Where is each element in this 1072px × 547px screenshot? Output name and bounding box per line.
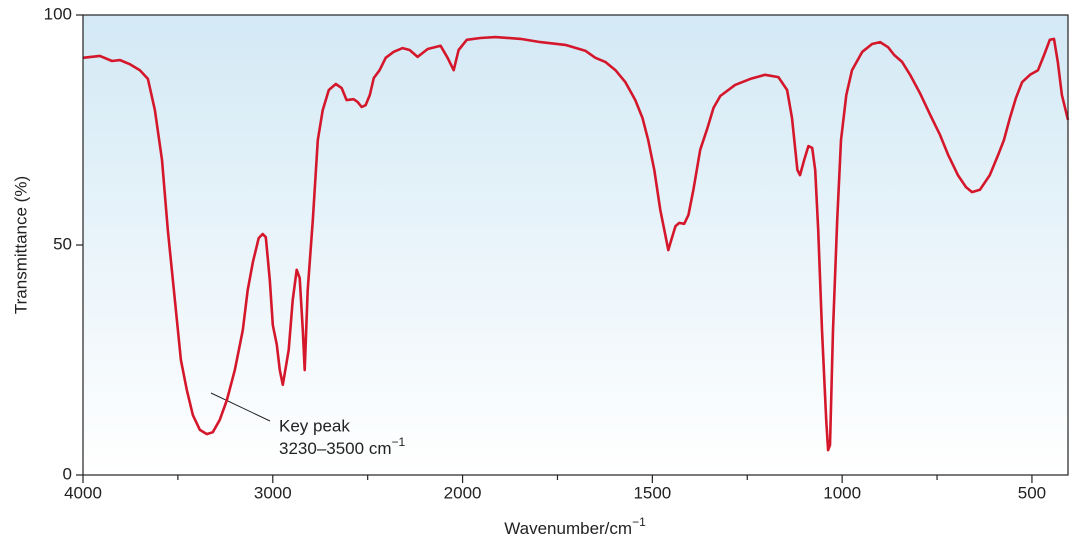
x-axis-title-text: Wavenumber/cm (504, 519, 632, 538)
x-tick-label: 1500 (633, 483, 671, 502)
x-tick-label: 3000 (254, 483, 292, 502)
annotation-sup: −1 (391, 435, 405, 449)
y-tick-label: 50 (53, 234, 72, 253)
annotation-line: Key peak (279, 416, 350, 435)
plot-frame (82, 14, 1069, 476)
y-axis-title: Transmittance (%) (11, 176, 30, 314)
x-tick-label: 500 (1018, 483, 1046, 502)
x-tick-label: 1000 (823, 483, 861, 502)
spectrum-line (82, 35, 1070, 452)
x-tick-label: 2000 (444, 483, 482, 502)
y-tick-label: 100 (44, 4, 72, 23)
annotation-line: 3230–3500 cm−1 (279, 435, 405, 458)
plot-background (83, 15, 1068, 475)
x-axis-title: Wavenumber/cm−1 (504, 515, 646, 538)
annotation-pointer (210, 392, 271, 422)
x-tick-label: 4000 (64, 483, 102, 502)
x-axis-title-sup: −1 (632, 515, 646, 529)
annotation-text: 3230–3500 cm (279, 439, 391, 458)
y-tick-label: 0 (63, 464, 72, 483)
